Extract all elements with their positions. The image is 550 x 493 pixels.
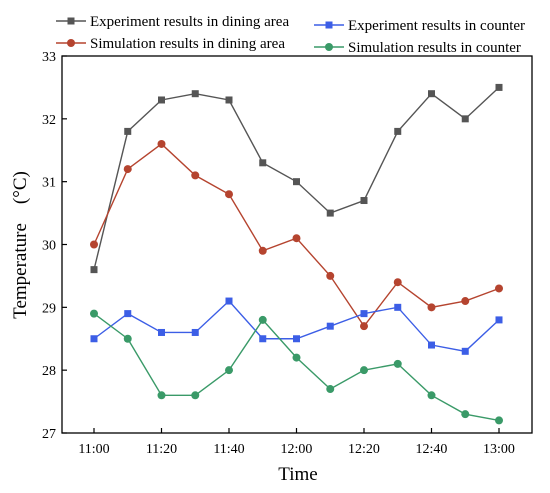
data-point <box>393 278 402 287</box>
data-point <box>427 391 436 400</box>
y-tick-label: 27 <box>42 427 56 442</box>
legend-item: Experiment results in counter <box>314 18 525 34</box>
y-tick-label: 29 <box>42 301 56 316</box>
legend-label: Experiment results in counter <box>348 18 525 34</box>
data-point <box>259 335 267 343</box>
series-line <box>93 300 500 353</box>
data-point <box>360 310 368 318</box>
data-point <box>158 96 165 104</box>
data-point <box>461 297 470 306</box>
data-point <box>124 127 132 135</box>
x-tick-label: 12:40 <box>416 442 448 457</box>
x-tick-label: 12:00 <box>281 442 313 457</box>
axes-layer <box>61 55 533 434</box>
data-point <box>90 309 98 318</box>
data-point <box>123 165 132 174</box>
data-point <box>495 83 503 91</box>
y-tick-label: 33 <box>42 50 56 65</box>
x-tick-label: 12:20 <box>348 442 380 457</box>
data-point <box>495 316 503 324</box>
data-point <box>292 353 301 362</box>
data-point <box>225 297 233 305</box>
data-point <box>326 271 335 280</box>
data-point <box>157 139 166 148</box>
data-point <box>191 171 200 180</box>
data-point <box>428 90 435 98</box>
data-point <box>157 391 166 400</box>
legend-marker <box>325 21 333 29</box>
data-point <box>191 328 199 336</box>
data-point <box>360 366 368 375</box>
data-point <box>293 335 300 343</box>
data-point <box>326 209 334 217</box>
ticks-layer: 27 28 29 30 31 32 33 11:00 11:20 11:40 12:00 12:20 1… <box>42 50 515 457</box>
data-point <box>90 266 98 274</box>
data-point <box>427 303 436 312</box>
data-point <box>259 159 267 167</box>
y-tick-label: 28 <box>42 364 56 379</box>
y-tick-label: 31 <box>42 176 56 191</box>
data-point <box>360 197 368 205</box>
data-point <box>90 240 98 249</box>
data-point <box>191 90 199 98</box>
data-point <box>124 310 132 318</box>
data-point <box>393 359 402 368</box>
x-tick-label: 13:00 <box>483 442 515 457</box>
data-point <box>90 335 98 343</box>
data-point <box>225 366 233 375</box>
legend-item: Simulation results in dining area <box>56 36 285 52</box>
data-point <box>225 96 233 104</box>
data-point <box>123 334 132 343</box>
plot-frame <box>61 55 533 434</box>
data-point <box>495 416 503 425</box>
data-point <box>292 234 301 243</box>
legend-item: Simulation results in counter <box>314 40 521 56</box>
x-tick-label: 11:20 <box>146 442 177 457</box>
series-3 <box>90 297 503 355</box>
data-point <box>326 322 334 330</box>
x-tick-label: 11:00 <box>78 442 109 457</box>
data-point <box>225 190 233 199</box>
x-tick-label: 11:40 <box>213 442 244 457</box>
legend: Experiment results in dining area Simulat… <box>56 14 525 56</box>
data-point <box>326 385 335 394</box>
y-tick-label: 32 <box>42 113 56 128</box>
data-point <box>191 391 200 400</box>
data-point <box>461 347 469 355</box>
legend-marker <box>67 39 75 47</box>
data-point <box>258 315 267 324</box>
x-axis-title: Time <box>278 464 317 485</box>
series-1 <box>90 83 503 274</box>
data-point <box>461 410 470 419</box>
legend-label: Experiment results in dining area <box>90 14 289 30</box>
data-point <box>461 115 469 123</box>
y-axis-title: Temperature (°C) <box>10 171 31 319</box>
series-line <box>93 313 500 422</box>
legend-label: Simulation results in dining area <box>90 36 285 52</box>
data-point <box>394 127 402 135</box>
data-point <box>158 328 165 336</box>
legend-marker <box>67 17 75 25</box>
data-point <box>360 322 368 331</box>
legend-item: Experiment results in dining area <box>56 14 289 30</box>
y-tick-label: 30 <box>42 239 56 254</box>
data-point <box>258 246 267 255</box>
data-point <box>293 178 300 186</box>
data-point <box>394 303 402 311</box>
legend-label: Simulation results in counter <box>348 40 521 56</box>
series-4 <box>90 309 503 425</box>
data-point <box>428 341 435 349</box>
legend-marker <box>325 43 333 51</box>
series-2 <box>90 139 503 331</box>
series-layer <box>90 83 503 425</box>
data-point <box>495 284 503 293</box>
